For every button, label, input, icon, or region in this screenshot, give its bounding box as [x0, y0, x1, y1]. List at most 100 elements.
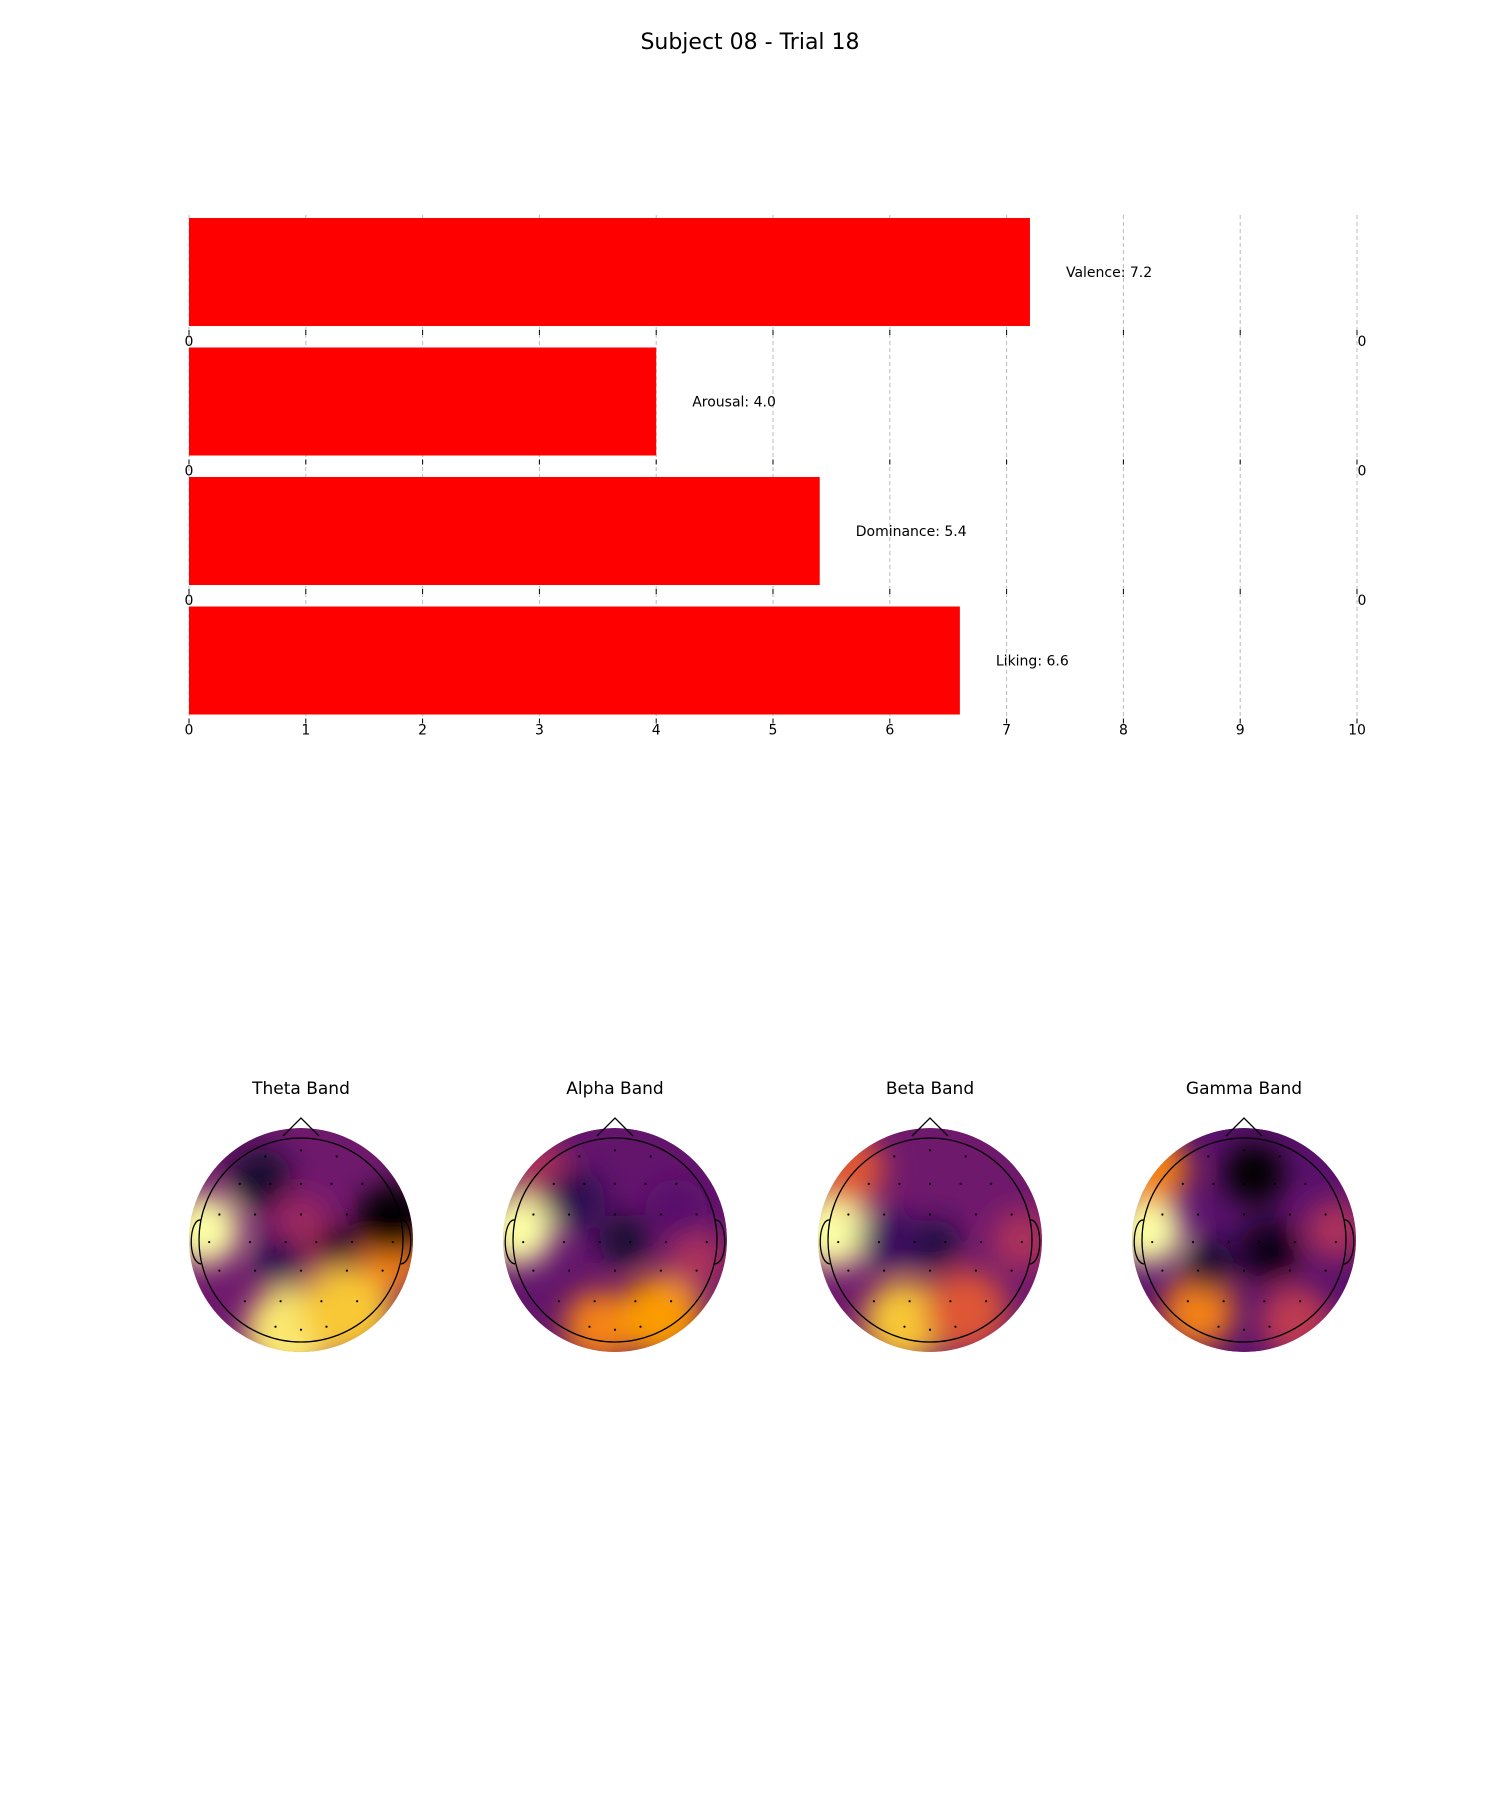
topomap-blob: [1162, 1275, 1234, 1348]
head-outline: [827, 1137, 1033, 1343]
electrode-marker: [974, 1213, 978, 1216]
electrode-marker: [269, 1182, 272, 1185]
electrode-marker: [345, 1213, 348, 1216]
topomap-blob: [1132, 1132, 1188, 1205]
electrode-marker: [1299, 1300, 1302, 1303]
left-ear-outline: [504, 1219, 516, 1265]
electrode-marker: [913, 1240, 916, 1244]
x-tick-label: 1: [301, 723, 310, 739]
bar-value-label: Dominance: 5.4: [856, 524, 967, 540]
topomap-blob: [503, 1194, 554, 1266]
head-outline: [198, 1137, 404, 1343]
topomap-blob: [189, 1194, 240, 1266]
electrode-marker: [613, 1182, 617, 1185]
x-tick-label: 0: [185, 334, 194, 350]
electrode-marker: [568, 1269, 571, 1272]
bar-value-label: Valence: 7.2: [1066, 265, 1152, 281]
topomap-blob: [909, 1219, 961, 1271]
bar: [189, 347, 657, 456]
electrode-marker: [634, 1300, 637, 1303]
electrode-marker: [985, 1300, 988, 1303]
electrode-marker: [1278, 1155, 1281, 1158]
electrode-marker: [944, 1240, 947, 1244]
electrode-marker: [568, 1213, 571, 1216]
electrode-marker: [1020, 1240, 1023, 1244]
electrode-marker: [218, 1213, 221, 1216]
electrode-marker: [1304, 1182, 1307, 1185]
electrode-marker: [238, 1182, 241, 1185]
topomap-panel: Alpha Band: [503, 1079, 727, 1352]
electrode-marker: [664, 1240, 668, 1244]
topomap-title: Beta Band: [886, 1079, 974, 1099]
electrode-marker: [928, 1213, 932, 1216]
nose-outline: [911, 1117, 949, 1137]
x-tick-label: 0: [1358, 464, 1367, 480]
electrode-marker: [1161, 1213, 1164, 1216]
head-outline: [1141, 1137, 1347, 1343]
electrode-marker: [1227, 1240, 1230, 1244]
electrode-marker: [1186, 1300, 1189, 1303]
electrode-marker: [557, 1300, 561, 1303]
x-tick-label: 0: [185, 723, 194, 739]
x-tick-label: 2: [418, 723, 427, 739]
topomap-blob: [818, 1132, 885, 1205]
electrode-marker: [659, 1269, 663, 1272]
electrode-marker: [315, 1240, 318, 1244]
electrode-marker: [1288, 1213, 1291, 1216]
electrode-marker: [381, 1269, 384, 1272]
x-tick-label: 6: [885, 723, 894, 739]
topomap-blob: [1132, 1194, 1183, 1266]
topomap-panel: Beta Band: [818, 1079, 1042, 1352]
topomap-panel: Theta Band: [189, 1079, 413, 1352]
electrode-marker: [649, 1155, 652, 1158]
nose-outline: [596, 1117, 634, 1137]
electrode-marker: [928, 1149, 932, 1152]
electrode-marker: [847, 1269, 850, 1272]
electrode-marker: [598, 1240, 601, 1244]
electrode-marker: [345, 1269, 348, 1272]
topomap-blob: [818, 1191, 872, 1269]
electrode-marker: [522, 1240, 525, 1244]
electrode-marker: [299, 1328, 303, 1331]
electrode-marker: [1242, 1328, 1246, 1331]
electrode-marker: [928, 1269, 932, 1272]
electrode-marker: [248, 1240, 252, 1244]
bar: [189, 218, 1030, 326]
figure-title: Subject 08 - Trial 18: [640, 30, 860, 55]
electrode-marker: [847, 1213, 850, 1216]
electrode-marker: [990, 1182, 993, 1185]
x-tick-label: 10: [1348, 723, 1366, 739]
x-tick-label: 5: [769, 723, 778, 739]
electrode-marker: [335, 1155, 338, 1158]
electrode-marker: [893, 1155, 896, 1158]
electrode-marker: [350, 1240, 354, 1244]
electrode-marker: [1273, 1182, 1276, 1185]
right-ear-outline: [1343, 1219, 1355, 1265]
electrode-marker: [1324, 1213, 1327, 1216]
electrode-marker: [1242, 1213, 1246, 1216]
electrode-marker: [1191, 1240, 1195, 1244]
electrode-marker: [243, 1300, 246, 1303]
electrode-marker: [532, 1269, 535, 1272]
electrode-marker: [299, 1149, 303, 1152]
electrode-marker: [299, 1269, 303, 1272]
topomap-blob: [564, 1291, 636, 1352]
topomap-title: Alpha Band: [566, 1079, 663, 1099]
electrode-marker: [254, 1213, 257, 1216]
electrode-marker: [659, 1213, 663, 1216]
x-tick-label: 0: [1358, 593, 1367, 609]
topomap-blob: [1238, 1219, 1301, 1281]
electrode-marker: [1222, 1300, 1225, 1303]
electrode-marker: [877, 1240, 881, 1244]
electrode-marker: [593, 1300, 596, 1303]
electrode-marker: [218, 1269, 221, 1272]
electrode-marker: [928, 1182, 932, 1185]
topomap-panels: Theta Band Alpha Band Beta Band Gamma Band: [189, 1079, 1356, 1352]
topomap-blob: [924, 1270, 1007, 1352]
electrode-marker: [208, 1240, 211, 1244]
electrode-marker: [898, 1182, 901, 1185]
electrode-marker: [583, 1182, 586, 1185]
right-ear-outline: [1029, 1219, 1041, 1265]
rating-bar-chart: Valence: 7.2 0 0 Arousal: 4.0 0 0 Dominance: 5…: [185, 215, 1367, 739]
